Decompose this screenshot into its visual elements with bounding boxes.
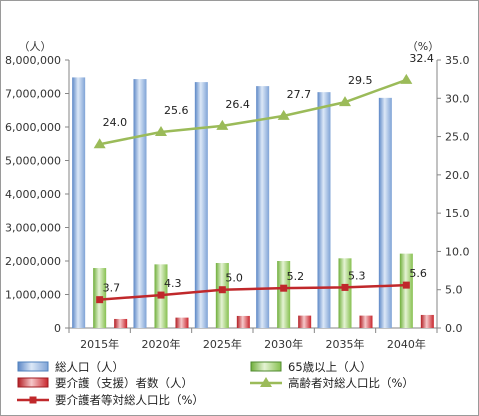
x-tick-label: 2030年 [264, 337, 303, 351]
point[interactable] [155, 125, 167, 136]
bar[interactable] [215, 263, 229, 328]
legend-swatch [17, 361, 49, 372]
x-tick-label: 2015年 [80, 337, 119, 351]
right-tick-label: 25.0 [445, 131, 470, 144]
point[interactable] [277, 109, 290, 120]
bar[interactable] [359, 315, 373, 328]
right-tick-label: 30.0 [445, 92, 470, 105]
data-label: 25.6 [164, 104, 189, 117]
left-tick-label: 3,000,000 [5, 222, 61, 235]
right-tick-label: 0.0 [445, 322, 463, 335]
point[interactable] [157, 291, 165, 299]
legend-marker [260, 377, 272, 387]
bar[interactable] [256, 86, 270, 328]
bar[interactable] [298, 315, 312, 328]
bar[interactable] [420, 314, 434, 328]
legend-label: 要介護者等対総人口比（%） [55, 393, 204, 407]
right-tick-label: 5.0 [445, 284, 463, 297]
bar[interactable] [317, 92, 331, 328]
bar[interactable] [72, 77, 86, 328]
right-tick-label: 20.0 [445, 169, 470, 182]
data-label: 5.0 [225, 272, 243, 285]
bar[interactable] [338, 258, 352, 328]
left-tick-label: 1,000,000 [5, 289, 61, 302]
right-tick-label: 35.0 [445, 54, 470, 67]
data-label: 27.7 [287, 88, 312, 101]
right-tick-label: 15.0 [445, 207, 470, 220]
left-axis-unit: （人） [19, 40, 52, 53]
bar[interactable] [236, 315, 250, 328]
point[interactable] [93, 138, 106, 149]
data-label: 32.4 [409, 52, 434, 65]
bar[interactable] [277, 261, 291, 328]
legend-swatch [17, 377, 49, 388]
x-tick-label: 2040年 [387, 337, 426, 351]
data-label: 26.4 [225, 98, 250, 111]
point[interactable] [96, 296, 104, 304]
point[interactable] [216, 119, 229, 130]
legend-label: 総人口（人） [55, 360, 124, 374]
left-tick-label: 4,000,000 [5, 188, 61, 201]
x-tick-label: 2025年 [203, 337, 242, 351]
bar[interactable] [175, 317, 189, 328]
point[interactable] [218, 286, 226, 294]
x-tick-label: 2020年 [142, 337, 181, 351]
bar[interactable] [378, 97, 392, 328]
left-tick-label: 5,000,000 [5, 155, 61, 168]
left-tick-label: 6,000,000 [5, 121, 61, 134]
legend-marker [29, 396, 37, 404]
left-tick-label: 8,000,000 [5, 54, 61, 67]
data-label: 5.3 [348, 269, 366, 282]
bar[interactable] [133, 79, 147, 328]
data-label: 3.7 [103, 282, 121, 295]
left-tick-label: 7,000,000 [5, 88, 61, 101]
point[interactable] [280, 284, 288, 292]
point[interactable] [400, 73, 413, 84]
point[interactable] [402, 281, 410, 289]
point[interactable] [339, 96, 351, 107]
left-tick-label: 0 [54, 322, 61, 335]
data-label: 29.5 [348, 74, 373, 87]
legend-swatch [250, 361, 282, 372]
right-axis-unit: （%） [407, 40, 439, 53]
left-tick-label: 2,000,000 [5, 255, 61, 268]
right-tick-label: 10.0 [445, 245, 470, 258]
data-label: 24.0 [103, 116, 128, 129]
x-tick-label: 2035年 [326, 337, 365, 351]
legend-label: 高齢者対総人口比（%） [288, 376, 414, 390]
bar[interactable] [399, 253, 413, 328]
series-line [99, 78, 407, 146]
data-label: 5.2 [287, 270, 305, 283]
bar[interactable] [114, 318, 128, 328]
series-line [99, 283, 407, 301]
data-label: 4.3 [164, 277, 182, 290]
point[interactable] [341, 283, 349, 291]
legend-label: 要介護（支援）者数（人） [55, 376, 193, 390]
bar[interactable] [194, 82, 208, 328]
legend-label: 65歳以上（人） [288, 360, 372, 374]
data-label: 5.6 [409, 267, 427, 280]
